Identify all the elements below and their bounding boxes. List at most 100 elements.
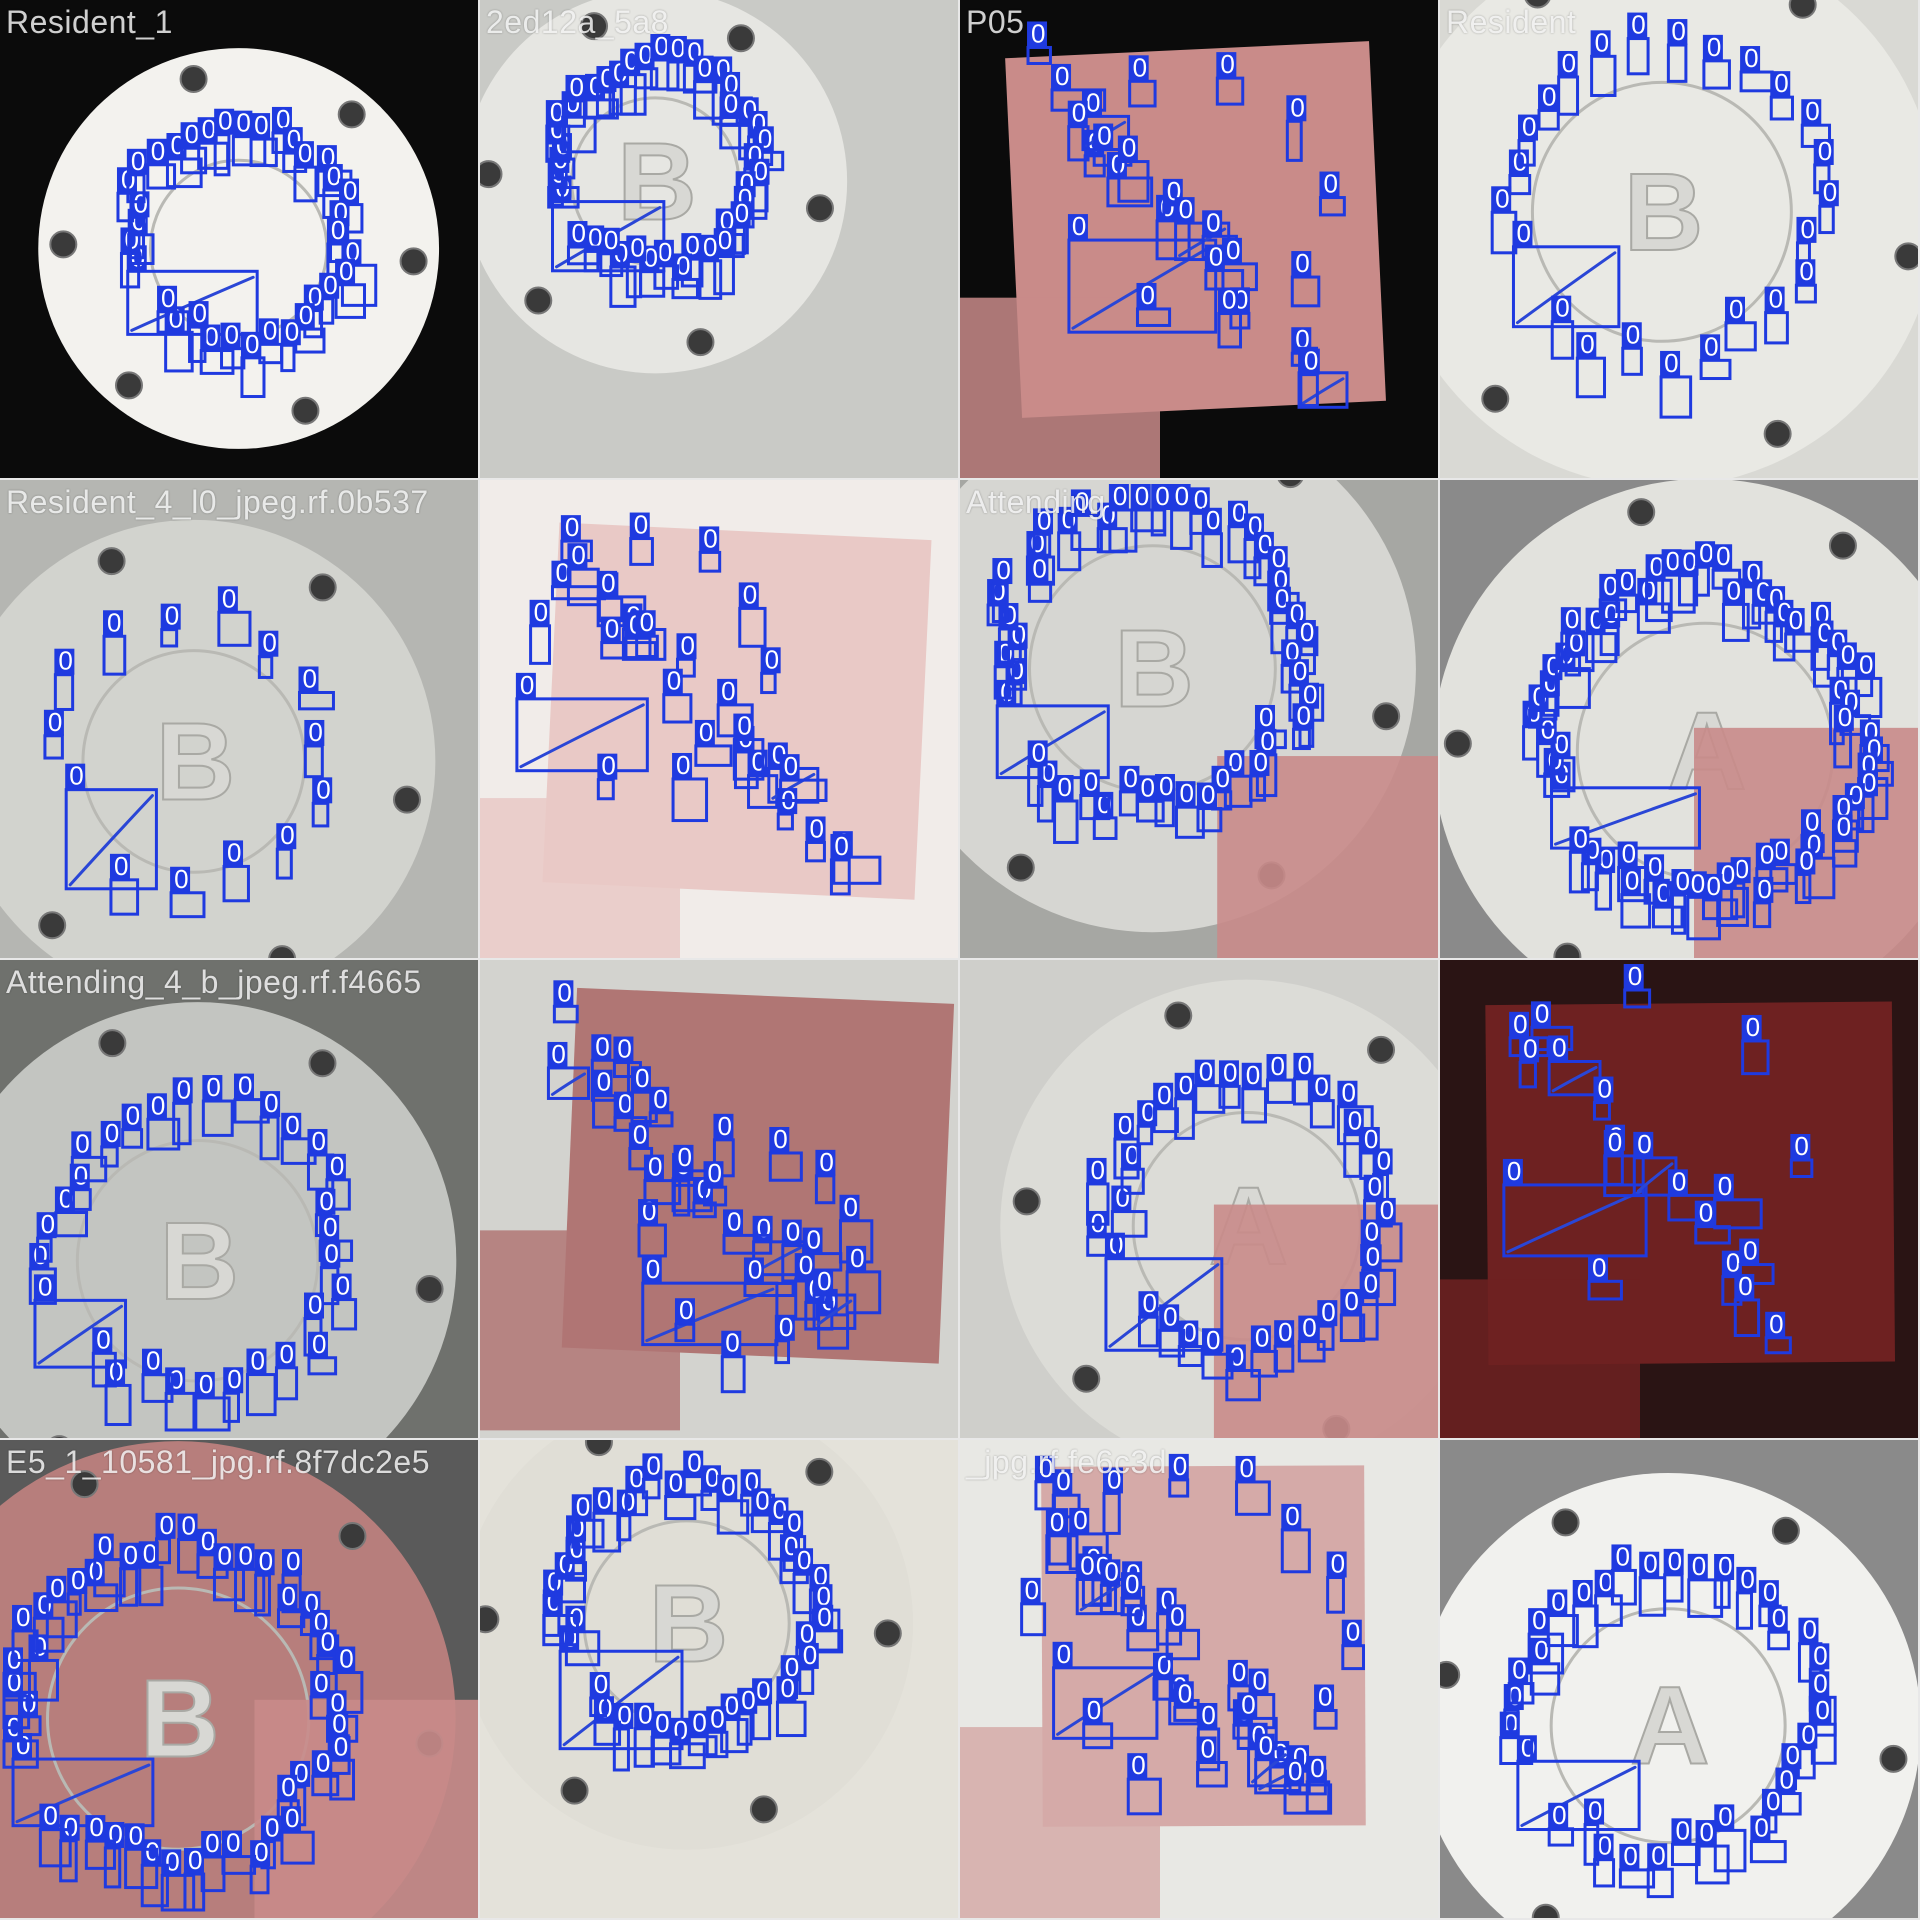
detection-box: 0 [687,1708,718,1757]
detection-box: 0 [1126,1750,1162,1816]
class-label: 0 [1554,729,1568,759]
detection-box: 0 [1309,1072,1335,1129]
class-label: 0 [1031,18,1045,48]
class-label: 0 [718,225,732,255]
detection-box: 0 [700,1462,721,1511]
class-label: 0 [648,1152,662,1182]
detection-box: 0 [649,31,680,91]
class-label: 0 [779,1312,793,1342]
class-label: 0 [1740,1564,1754,1594]
detection-box: 0 [280,1803,315,1865]
detection-box: 0 [172,1074,193,1146]
class-label: 0 [245,329,259,359]
class-label: 0 [629,1463,643,1493]
class-label: 0 [286,1546,300,1576]
class-label: 0 [1223,1057,1237,1087]
class-label: 0 [264,1088,278,1118]
class-label: 0 [1131,1750,1145,1780]
detection-box: 0 [194,1369,231,1432]
class-label: 0 [1055,61,1069,91]
tile-photo: A000000000000000000000000000000000000000… [1440,480,1918,958]
detection-box: 0 [1086,1155,1110,1226]
detection-box: 0 [1343,1106,1364,1178]
detection-box: 0 [1359,1269,1380,1341]
disc-letter: B [1624,151,1703,274]
class-label: 0 [254,1837,268,1867]
detection-box: 0 [571,1491,605,1549]
detection-box: 0 [1118,763,1140,817]
bolt-hole [1828,531,1857,560]
disc-letter: B [649,1562,728,1685]
bolt-hole [1894,242,1918,271]
class-label: 0 [1072,98,1086,128]
class-label: 0 [699,717,713,747]
class-label: 0 [331,215,345,245]
class-label: 0 [1523,1033,1537,1063]
detection-box: 0 [1361,1241,1397,1307]
bolt-hole [726,24,755,53]
class-label: 0 [177,1074,191,1104]
class-label: 0 [667,666,681,696]
class-label: 0 [1157,1080,1171,1110]
class-label: 0 [1603,571,1617,601]
bolt-hole [749,1795,778,1824]
class-label: 0 [797,1545,811,1575]
detection-box: 0 [829,831,851,896]
bolt-hole [524,286,553,315]
class-label: 0 [1104,1556,1118,1586]
class-label: 0 [1341,1078,1355,1108]
class-label: 0 [676,250,690,280]
class-label: 0 [75,1128,89,1158]
detection-box: 0 [702,1158,728,1207]
bolt-hole [560,1776,589,1805]
class-label: 0 [1726,575,1740,605]
detection-box: 0 [318,1212,354,1262]
detection-box: 0 [177,1511,200,1574]
detection-box: 0 [1789,1131,1814,1178]
bolt-hole [50,1435,68,1438]
detection-box: 0 [546,1039,590,1100]
detection-box: 0 [36,1209,57,1263]
class-label: 0 [1779,1765,1793,1795]
class-label: 0 [1641,575,1655,605]
class-label: 0 [1769,284,1783,314]
detection-box: 0 [1120,1569,1143,1617]
detection-box: 0 [719,88,756,150]
detection-box: 0 [180,119,208,175]
class-label: 0 [1087,1695,1101,1725]
class-label: 0 [1297,700,1311,730]
detection-box: 0 [1724,294,1757,352]
class-label: 0 [1631,10,1645,40]
detection-box: 0 [1110,1183,1148,1238]
detection-box: 0 [991,555,1013,624]
detection-box: 0 [146,136,177,190]
class-label: 0 [1178,1678,1192,1708]
class-label: 0 [1522,112,1536,142]
detection-box: 0 [583,222,605,273]
class-label: 0 [817,1602,831,1632]
detection-box: 0 [45,1573,78,1639]
detection-box: 0 [1299,346,1320,408]
class-label: 0 [1595,27,1609,57]
detection-box: 0 [1594,1567,1623,1627]
class-label: 0 [1597,1074,1611,1104]
class-label: 0 [185,119,199,149]
class-label: 0 [96,1324,110,1354]
class-label: 0 [41,1209,55,1239]
class-label: 0 [1837,812,1851,842]
class-label: 0 [773,1124,787,1154]
detection-box: 0 [1702,32,1731,90]
detection-box: 0 [1150,481,1172,537]
detection-box: 0 [560,512,593,563]
detection-box: 0 [1326,1549,1347,1614]
detection-box: 0 [552,977,579,1024]
class-label: 0 [1704,331,1718,361]
detection-box: 0 [119,1540,140,1607]
class-label: 0 [1159,771,1173,801]
bolt-hole [1551,1508,1580,1537]
detection-box: 0 [1694,538,1716,597]
class-label: 0 [1726,1248,1740,1278]
class-label: 0 [646,1254,660,1284]
